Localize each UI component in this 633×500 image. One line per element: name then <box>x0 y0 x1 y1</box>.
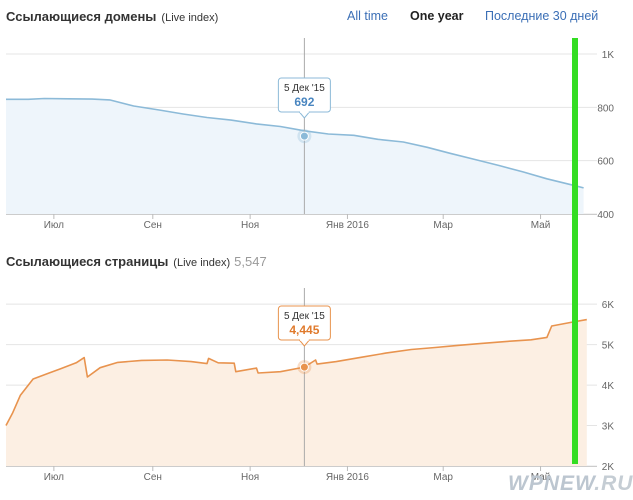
domains-x-tick-label: Ноя <box>241 220 259 231</box>
range-last-30-days-link[interactable]: Последние 30 дней <box>485 9 599 23</box>
domains-chart-subtitle: (Live index) <box>161 12 219 24</box>
domains-tooltip-date: 5 Дек '15 <box>284 83 325 94</box>
pages-chart-header: Ссылающиеся страницы (Live index) 5,547 <box>6 254 267 269</box>
watermark-logo: WPNEW.RU <box>508 472 633 496</box>
pages-x-tick-label: Сен <box>144 472 162 483</box>
domains-x-tick-label: Июл <box>44 220 64 231</box>
pages-y-tick-label: 3K <box>602 422 615 433</box>
pages-data-point <box>299 362 309 372</box>
watermark-suffix: .RU <box>594 472 633 495</box>
pages-tooltip-date: 5 Дек '15 <box>284 311 325 322</box>
range-all-time-link[interactable]: All time <box>347 9 388 23</box>
pages-x-tick-label: Май <box>531 472 551 483</box>
pages-x-tick-label: Янв 2016 <box>326 472 370 483</box>
pages-x-tick-label: Мар <box>433 472 453 483</box>
range-one-year-link[interactable]: One year <box>410 9 464 23</box>
pages-y-tick-label: 6K <box>602 300 615 311</box>
pages-y-tick-label: 2K <box>602 462 615 473</box>
domains-y-tick-label: 600 <box>597 157 614 168</box>
domains-chart-title: Ссылающиеся домены <box>6 9 157 24</box>
domains-x-tick-label: Мар <box>433 220 453 231</box>
domains-y-tick-label: 400 <box>597 210 614 221</box>
domains-tooltip-pointer <box>298 111 311 119</box>
domains-x-tick-label: Янв 2016 <box>326 220 370 231</box>
domains-chart-header: Ссылающиеся домены (Live index) <box>6 9 218 24</box>
pages-y-tick-label: 4K <box>602 381 615 392</box>
pages-series-area <box>6 319 587 466</box>
domains-y-tick-label: 800 <box>597 103 614 114</box>
pages-chart-title: Ссылающиеся страницы <box>6 254 169 269</box>
domains-x-tick-label: Сен <box>144 220 162 231</box>
domains-x-tick-label: Май <box>531 220 551 231</box>
domains-y-tick-label: 1K <box>602 50 615 61</box>
highlight-marker-bar <box>572 38 578 464</box>
pages-chart-subtitle: (Live index) <box>173 257 231 269</box>
pages-y-tick-label: 5K <box>602 341 615 352</box>
pages-chart-count: 5,547 <box>234 254 267 269</box>
pages-tooltip: 5 Дек '154,445 <box>277 305 331 347</box>
pages-x-tick-label: Ноя <box>241 472 259 483</box>
domains-tooltip-value: 692 <box>294 95 314 109</box>
pages-x-tick-label: Июл <box>44 472 64 483</box>
pages-series-line <box>5 318 587 426</box>
domains-data-point <box>299 131 309 141</box>
watermark-main: WPNEW <box>508 472 595 495</box>
domains-series-area <box>6 98 584 214</box>
pages-tooltip-value: 4,445 <box>289 323 319 337</box>
domains-series-line <box>6 97 584 189</box>
